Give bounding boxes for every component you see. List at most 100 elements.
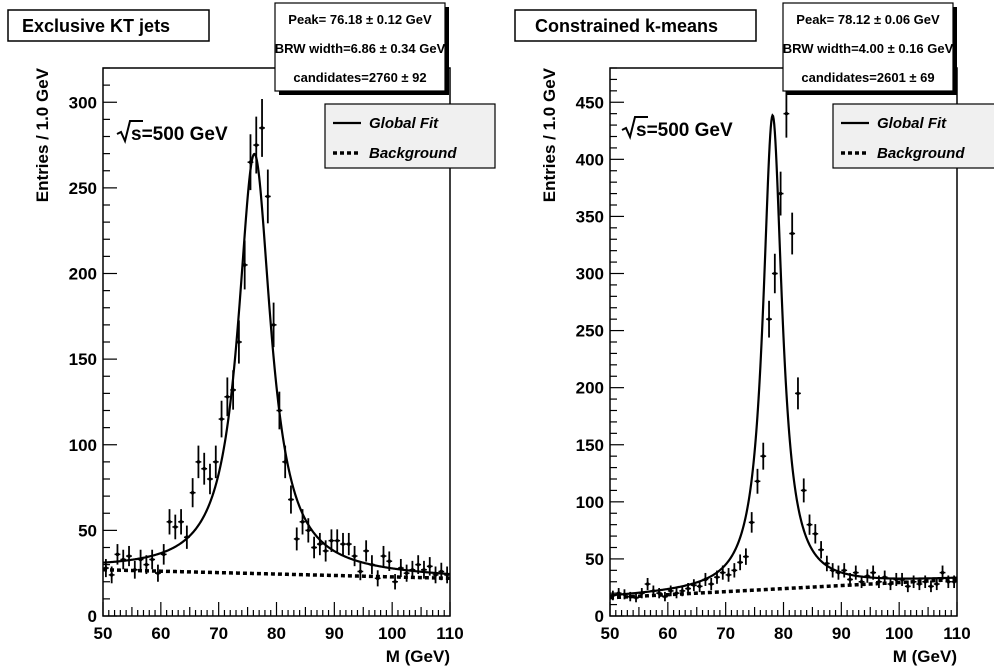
background-curve [102,568,451,581]
data-point [651,589,656,593]
data-point [611,593,615,598]
data-point [208,477,212,481]
y-tick-label: 150 [69,350,97,369]
data-point [202,466,207,471]
data-point [773,271,777,276]
data-point [138,557,143,562]
legend-background-label: Background [369,145,457,162]
data-point [715,575,719,579]
data-point [289,497,293,502]
y-tick-label: 200 [576,379,604,398]
stats-candidates: candidates=2760 ± 92 [293,70,426,85]
data-point [254,143,259,147]
data-point [196,460,201,464]
data-point [185,535,189,540]
data-point [940,570,945,575]
legend-fit-label: Global Fit [369,115,439,132]
data-point [144,562,149,567]
data-point [294,537,299,541]
data-point [370,562,374,567]
data-point [341,542,345,546]
data-point [767,317,771,321]
data-point [179,520,183,524]
y-tick-label: 350 [576,207,604,226]
data-point [952,579,956,584]
title-box [7,9,210,42]
data-point [346,542,351,546]
y-tick-label: 400 [576,150,604,169]
y-tick-label: 200 [69,265,97,284]
data-point [410,567,415,572]
x-tick-label: 50 [94,624,113,643]
stats-peak: Peak= 78.12 ± 0.06 GeV [796,12,940,27]
data-point [622,592,627,597]
x-tick-label: 110 [943,624,970,643]
x-tick-label: 70 [716,624,735,643]
data-point [680,589,685,593]
data-point [283,460,287,464]
data-point [709,582,714,586]
data-point [877,579,881,584]
data-point [755,479,760,484]
title-box [514,9,757,42]
data-point [906,584,910,589]
y-tick-label: 150 [576,436,604,455]
data-point [819,547,823,552]
stats-box [782,2,954,92]
data-point [190,490,195,495]
data-point [219,417,224,421]
x-axis-label: M (GeV) [893,647,957,666]
chart-title: Constrained k-means [535,16,718,36]
legend-fit-label: Global Fit [877,115,947,132]
data-point [732,568,737,573]
data-point [358,569,363,574]
data-point [427,564,432,569]
data-point [161,552,166,557]
data-point [923,579,927,584]
data-point [300,520,305,524]
data-point [929,584,933,589]
data-point [686,586,690,591]
data-point [127,554,131,558]
data-point [248,160,253,164]
data-point [260,126,264,130]
data-point [703,577,708,582]
data-point [738,560,742,565]
x-tick-label: 60 [658,624,677,643]
data-point [720,570,725,575]
data-point [790,231,794,236]
data-point [663,594,667,599]
x-tick-label: 90 [325,624,344,643]
panel-constrained-kmeans: 50 60 70 80 90 100 110050100150200250300350400… [514,2,994,666]
data-point [801,488,806,493]
data-point [645,582,650,586]
data-point [318,542,322,546]
data-point [865,574,870,578]
data-point [674,591,679,595]
data-point [167,520,172,524]
x-tick-label: 80 [774,624,793,643]
data-point [842,568,847,573]
data-point [836,570,841,575]
data-point [323,549,328,553]
data-point [726,573,731,577]
chart-title: Exclusive KT jets [22,16,170,36]
y-tick-label: 100 [576,493,604,512]
y-tick-label: 450 [576,93,604,112]
data-point [439,569,444,574]
data-point [277,408,282,413]
data-point [934,582,939,586]
data-point [668,589,673,593]
y-tick-label: 250 [69,179,97,198]
sqrt-symbol [116,120,143,145]
data-point [692,583,696,587]
y-axis-label: Entries / 1.0 GeV [33,67,52,202]
data-point [237,340,241,344]
data-point [364,549,368,553]
x-tick-label: 90 [832,624,851,643]
data-point [225,395,230,399]
y-tick-label: 300 [576,265,604,284]
stats-peak: Peak= 76.18 ± 0.12 GeV [288,12,432,27]
data-point [917,582,922,586]
